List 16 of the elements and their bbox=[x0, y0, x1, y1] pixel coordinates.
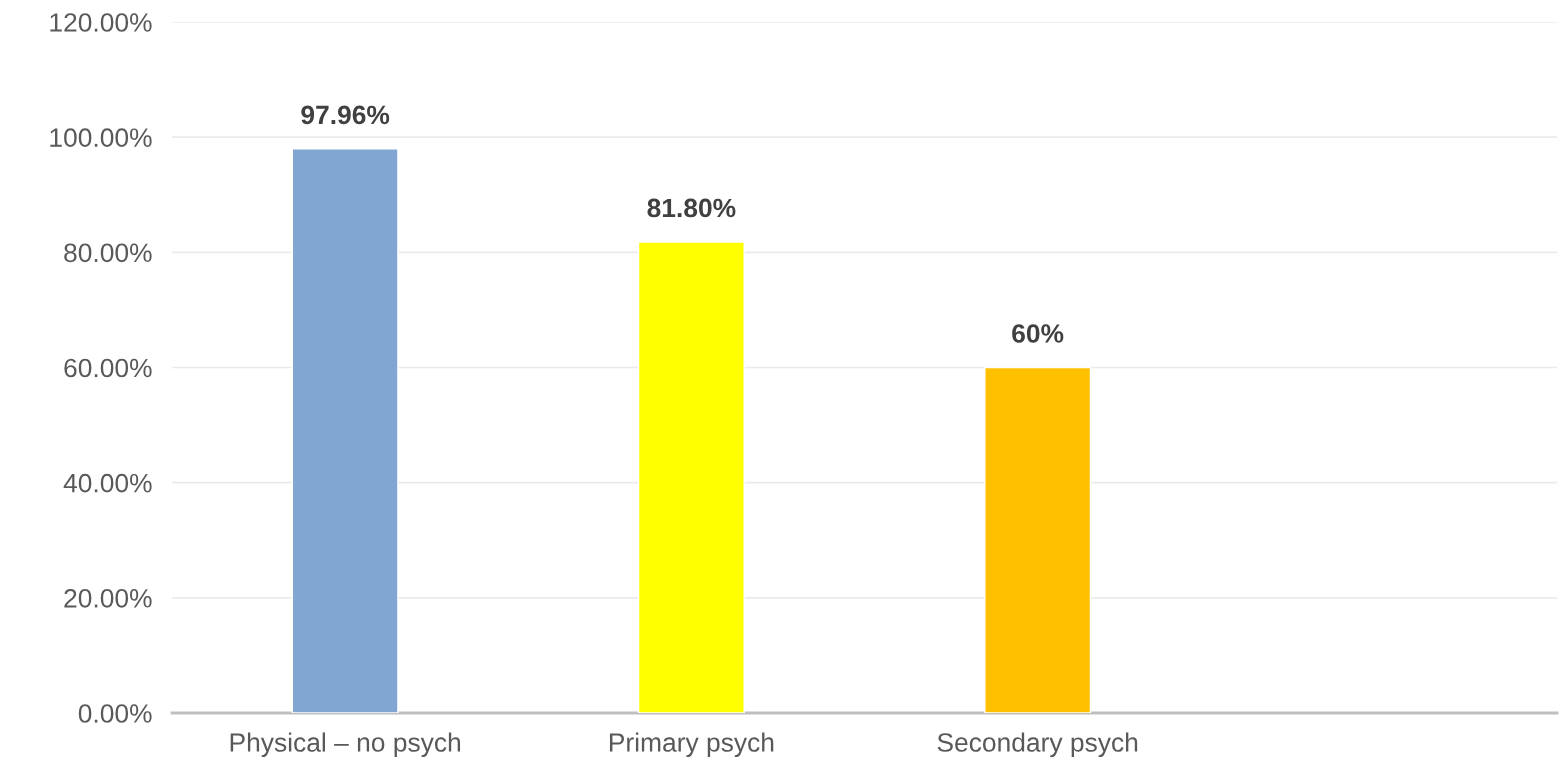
y-tick-label: 0.00% bbox=[78, 704, 152, 723]
data-label: 97.96% bbox=[301, 105, 390, 125]
x-tick-label: Secondary psych bbox=[937, 732, 1138, 758]
y-tick-label: 40.00% bbox=[63, 473, 152, 493]
data-label: 60% bbox=[1012, 324, 1064, 343]
y-tick-label: 60.00% bbox=[64, 358, 152, 378]
x-tick-label: Physical – no psych bbox=[230, 732, 461, 758]
y-tick-label: 100.00% bbox=[50, 128, 152, 147]
y-tick-label: 80.00% bbox=[64, 243, 152, 263]
bar bbox=[291, 148, 399, 713]
y-tick-label: 20.00% bbox=[64, 588, 152, 608]
bar bbox=[637, 241, 745, 713]
y-tick-label: 120.00% bbox=[50, 13, 152, 32]
data-label: 81.80% bbox=[647, 198, 736, 218]
x-tick-label: Primary psych bbox=[609, 732, 774, 758]
bar bbox=[984, 366, 1092, 713]
